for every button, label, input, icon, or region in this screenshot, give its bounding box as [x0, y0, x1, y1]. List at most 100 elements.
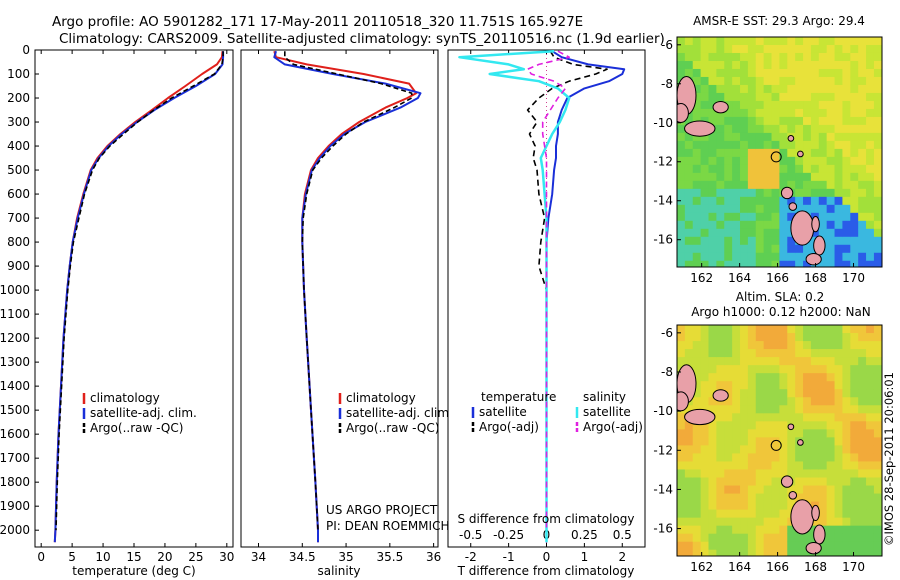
sst-cell [858, 52, 867, 62]
sst-cell [740, 164, 749, 174]
sst-cell [771, 148, 781, 158]
sla-cell [826, 541, 836, 551]
sla-cell [763, 541, 773, 551]
temperature-x-tick-label: 20 [157, 550, 172, 564]
sla-cell [708, 461, 718, 470]
sla-cell [700, 437, 710, 446]
sst-cell [708, 148, 718, 158]
sla-lon-label: 164 [728, 560, 751, 574]
sst-cell [858, 164, 867, 174]
sla-cell [834, 445, 844, 454]
sst-cell [834, 140, 844, 150]
sst-cell [787, 100, 796, 110]
sst-cell [873, 204, 882, 214]
sla-cell [716, 485, 725, 495]
sst-cell [818, 108, 828, 118]
sst-cell [692, 148, 702, 158]
sla-cell [873, 397, 882, 406]
sla-cell [850, 469, 859, 478]
sla-cell [858, 389, 867, 398]
sla-map-image [677, 325, 882, 556]
sla-cell [842, 429, 852, 438]
sst-cell [732, 37, 741, 46]
sst-cell [873, 188, 882, 198]
temperature-x-axis: 0 5 10 15 20 25 30 [37, 50, 234, 564]
sla-cell [732, 349, 741, 358]
depth-tick-label: 800 [7, 235, 30, 249]
sst-cell [771, 37, 781, 46]
sla-cell [810, 357, 820, 366]
sla-cell [763, 525, 773, 535]
sla-cell [842, 373, 852, 382]
sla-cell [818, 469, 828, 478]
sst-cell [850, 84, 859, 94]
sla-cell [692, 349, 702, 358]
sst-cell [818, 116, 828, 126]
sst-cell [724, 220, 733, 230]
sst-cell [866, 260, 875, 267]
sla-cell [858, 493, 867, 503]
sst-cell [677, 244, 686, 254]
sla-cell [747, 501, 757, 511]
depth-tick-label: 2000 [0, 523, 30, 537]
sla-cell [771, 445, 781, 454]
sla-cell [873, 389, 882, 398]
sla-cell [787, 389, 796, 398]
sst-cell [795, 116, 804, 126]
sla-cell [740, 485, 749, 495]
sla-cell [771, 437, 781, 446]
sla-cell [677, 493, 686, 503]
sst-cell [850, 44, 859, 54]
sla-cell [779, 381, 789, 390]
sst-cell [716, 228, 725, 238]
sst-cell [858, 220, 867, 230]
sla-cell [677, 541, 686, 551]
sst-lat-label: -14 [653, 194, 673, 208]
sla-cell [740, 333, 749, 342]
sst-cell [803, 84, 812, 94]
sst-island [780, 186, 794, 200]
sst-lat-label: -16 [653, 233, 673, 247]
sst-cell [677, 236, 686, 246]
sst-cell [873, 164, 882, 174]
sla-cell [716, 357, 725, 366]
sst-cell [787, 140, 796, 150]
sla-cell [708, 533, 718, 543]
sla-cell [740, 389, 749, 398]
sla-cell [834, 429, 844, 438]
sst-cell [873, 52, 882, 62]
sla-cell [677, 325, 686, 334]
sst-cell [818, 60, 828, 70]
sst-cell [826, 244, 836, 254]
sla-cell [747, 509, 757, 519]
sla-cell [850, 533, 859, 543]
sst-cell [708, 68, 718, 78]
sst-cell [747, 60, 757, 70]
sla-cell [858, 381, 867, 390]
sst-cell [873, 76, 882, 86]
sla-cell [771, 549, 781, 556]
sla-cell [866, 397, 875, 406]
sst-cell [740, 196, 749, 206]
sst-cell [692, 212, 702, 222]
sst-cell [716, 204, 725, 214]
sst-cell [834, 76, 844, 86]
sst-cell [866, 252, 875, 262]
sla-cell [732, 477, 741, 486]
sst-cell [755, 100, 765, 110]
sst-cell [771, 204, 781, 214]
difference-legend-label: Argo(-adj) [479, 420, 539, 434]
sst-cell [692, 204, 702, 214]
sst-cell [740, 100, 749, 110]
sst-cell [747, 252, 757, 262]
sst-cell [763, 244, 773, 254]
sst-cell [826, 52, 836, 62]
sst-cell [842, 132, 852, 142]
sla-cell [692, 453, 702, 462]
sla-cell [732, 429, 741, 438]
sst-cell [826, 188, 836, 198]
s-difference-label: S difference from climatology [458, 512, 635, 526]
sla-cell [834, 365, 844, 374]
depth-tick-label: 100 [7, 67, 30, 81]
sla-cell [700, 429, 710, 438]
